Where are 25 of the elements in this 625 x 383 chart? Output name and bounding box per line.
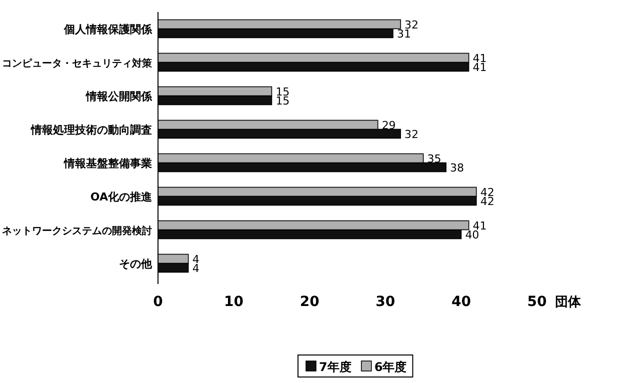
data-label: 38 xyxy=(450,161,464,174)
y-tick-label: 個人情報保護関係 xyxy=(63,22,153,36)
data-label: 4 xyxy=(192,262,200,275)
data-label: 35 xyxy=(427,152,442,166)
y-tick-label: 情報基盤整備事業 xyxy=(63,156,152,170)
x-tick-label: 50 xyxy=(527,294,547,310)
data-label: 29 xyxy=(382,118,396,132)
data-label: 40 xyxy=(465,228,480,242)
x-tick-label: 20 xyxy=(300,294,320,310)
y-tick-label: OA化の推進 xyxy=(90,190,153,204)
x-axis-title: 団体 xyxy=(555,295,582,310)
data-label: 32 xyxy=(404,128,419,141)
x-tick-label: 0 xyxy=(153,294,164,310)
legend-label: 7年度 xyxy=(319,360,352,374)
data-label: 41 xyxy=(472,60,487,74)
y-tick-label: コンピュータ・セキュリティ対策 xyxy=(2,57,153,70)
y-tick-label: ネットワークシステムの開発検討 xyxy=(2,224,152,237)
data-label: 42 xyxy=(480,194,494,208)
x-tick-label: 30 xyxy=(376,294,396,310)
x-tick-label: 40 xyxy=(451,294,472,310)
x-tick-label: 10 xyxy=(224,294,244,310)
y-tick-label: 情報公開関係 xyxy=(85,90,153,103)
y-tick-label: 情報処理技術の動向調査 xyxy=(30,123,152,136)
y-tick-label: その他 xyxy=(119,257,153,270)
legend-label: 6年度 xyxy=(374,360,407,374)
